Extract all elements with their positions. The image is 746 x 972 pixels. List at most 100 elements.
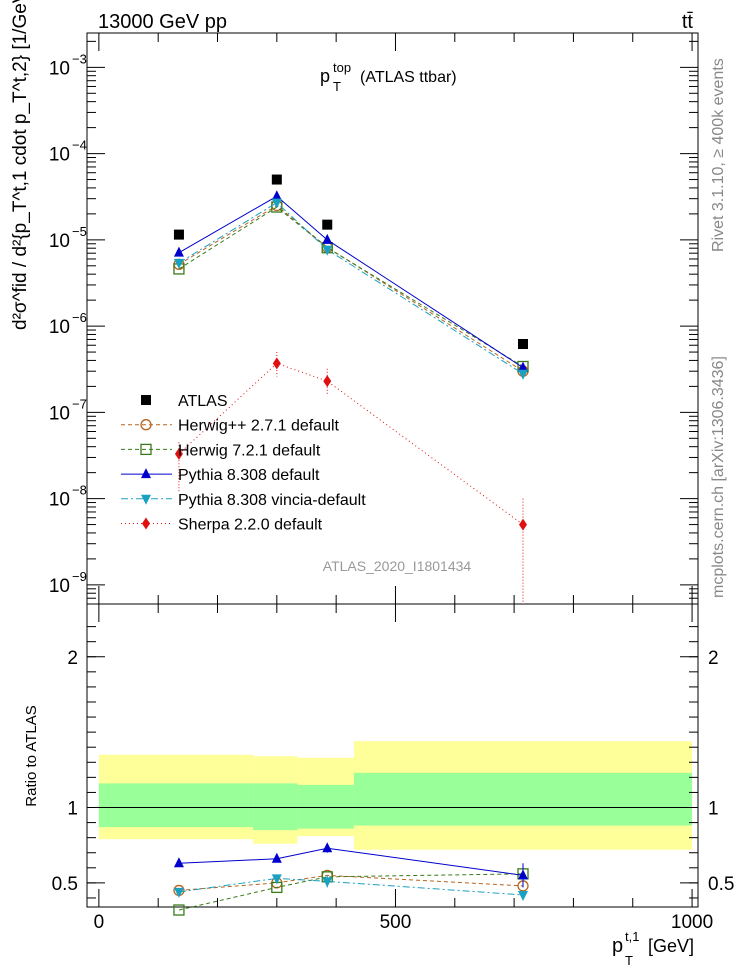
mcplots-reference-label: mcplots.cern.ch [arXiv:1306.3436] bbox=[710, 356, 727, 598]
ratio-pythia-8-308-vincia-default bbox=[173, 874, 529, 901]
ratio-point bbox=[173, 857, 184, 868]
x-axis-label: p t,1 T [GeV] bbox=[612, 929, 694, 968]
data-point bbox=[518, 361, 529, 372]
ratio-point bbox=[173, 887, 184, 898]
ratio-point bbox=[518, 890, 529, 901]
data-point bbox=[518, 369, 529, 380]
data-point bbox=[173, 246, 184, 257]
data-point bbox=[271, 190, 282, 201]
ratio-series-layer bbox=[173, 842, 529, 916]
x-tick-label: 1000 bbox=[671, 912, 713, 933]
y-tick-label: 10 bbox=[49, 231, 70, 252]
ratio-y-axis: 0.5 0.5 1 1 2 2 bbox=[52, 626, 734, 899]
ratio-panel-frame bbox=[86, 603, 699, 908]
data-point bbox=[519, 518, 528, 531]
legend-label: ATLAS bbox=[178, 393, 228, 410]
band-inner bbox=[353, 772, 693, 826]
series-pythia-8-308-default bbox=[173, 190, 529, 372]
data-point bbox=[271, 174, 282, 185]
data-point bbox=[323, 375, 332, 388]
series-line bbox=[178, 195, 524, 369]
series-line bbox=[178, 362, 524, 525]
series-herwig-2-7-1-default bbox=[173, 199, 529, 377]
legend-entry: Herwig 7.2.1 default bbox=[121, 442, 321, 459]
ratio-herwig-2-7-1-default bbox=[173, 869, 529, 897]
ratio-point bbox=[271, 874, 282, 885]
x-label-p: p bbox=[612, 935, 623, 957]
legend-entry: Pythia 8.308 vincia-default bbox=[121, 492, 366, 509]
x-tick-label: 0 bbox=[94, 912, 105, 933]
data-point bbox=[271, 198, 282, 209]
title-subscript: T bbox=[333, 79, 341, 94]
y-tick-exponent: −4 bbox=[72, 138, 87, 153]
legend-entry: Sherpa 2.2.0 default bbox=[121, 517, 323, 534]
ratio-y-tick-label-left: 0.5 bbox=[52, 874, 78, 895]
legend-marker bbox=[140, 443, 152, 456]
ratio-uncertainty-bands bbox=[98, 741, 693, 850]
ratio-point bbox=[173, 904, 185, 916]
y-tick-exponent: −9 bbox=[72, 569, 87, 584]
legend-entry: Pythia 8.308 default bbox=[121, 467, 320, 484]
plot-title: p top T (ATLAS ttbar) bbox=[320, 60, 457, 94]
data-point bbox=[173, 229, 184, 240]
ratio-line bbox=[178, 877, 524, 896]
band-inner bbox=[297, 784, 354, 829]
legend-label: Pythia 8.308 default bbox=[178, 467, 320, 484]
x-axis: 0 500 1000 bbox=[94, 33, 713, 933]
x-tick-label: 500 bbox=[380, 912, 412, 933]
data-point bbox=[174, 447, 183, 460]
x-label-subscript: T bbox=[625, 953, 633, 968]
ratio-y-tick-label-right: 0.5 bbox=[708, 874, 734, 895]
data-point bbox=[322, 219, 333, 230]
y-tick-exponent: −8 bbox=[72, 483, 87, 498]
header-process: 13000 GeV pp bbox=[98, 11, 227, 33]
series-pythia-8-308-vincia-default bbox=[173, 198, 529, 380]
y-tick-exponent: −5 bbox=[72, 224, 87, 239]
ratio-y-tick-label-left: 1 bbox=[67, 799, 78, 820]
ratio-point bbox=[322, 877, 333, 888]
ratio-y-axis-label: Ratio to ATLAS bbox=[23, 705, 40, 806]
legend-marker bbox=[142, 517, 150, 530]
y-tick-label: 10 bbox=[49, 317, 70, 338]
ratio-point bbox=[271, 852, 282, 863]
legend: ATLAS Herwig++ 2.7.1 default Herwig 7.2.1 … bbox=[121, 393, 366, 534]
analysis-watermark: ATLAS_2020_I1801434 bbox=[323, 558, 472, 574]
y-tick-exponent: −7 bbox=[72, 396, 87, 411]
ratio-point bbox=[322, 842, 333, 853]
data-point bbox=[322, 233, 333, 244]
y-tick-exponent: −6 bbox=[72, 310, 87, 325]
series-herwig-7-2-1-default bbox=[173, 201, 529, 373]
data-point bbox=[272, 357, 281, 370]
data-point bbox=[173, 258, 184, 269]
title-superscript: top bbox=[333, 60, 351, 75]
band-inner bbox=[253, 783, 298, 831]
ratio-line bbox=[178, 874, 524, 891]
legend-marker bbox=[140, 419, 152, 431]
data-point bbox=[518, 339, 529, 350]
title-rest: (ATLAS ttbar) bbox=[360, 69, 457, 86]
y-tick-label: 10 bbox=[49, 576, 70, 597]
title-p: p bbox=[320, 66, 330, 86]
y-tick-exponent: −3 bbox=[72, 51, 87, 66]
band-inner bbox=[98, 783, 254, 828]
legend-label: Pythia 8.308 vincia-default bbox=[178, 492, 366, 509]
ratio-y-tick-label-right: 1 bbox=[708, 799, 719, 820]
series-line bbox=[178, 202, 524, 375]
main-series-layer bbox=[173, 174, 529, 604]
data-point bbox=[322, 245, 333, 256]
series-sherpa-2-2-0-default bbox=[174, 352, 528, 604]
ratio-pythia-8-308-default bbox=[173, 842, 529, 888]
ratio-point bbox=[518, 869, 529, 880]
main-y-axis: 10−910−810−710−610−510−410−3 bbox=[49, 40, 698, 605]
series-line bbox=[178, 204, 524, 372]
x-label-unit: [GeV] bbox=[648, 936, 694, 956]
y-tick-label: 10 bbox=[49, 403, 70, 424]
ratio-line bbox=[178, 873, 524, 911]
legend-entry: Herwig++ 2.7.1 default bbox=[121, 418, 340, 435]
legend-label: Herwig++ 2.7.1 default bbox=[178, 418, 340, 435]
series-line bbox=[178, 206, 524, 367]
series-atlas bbox=[173, 174, 529, 350]
legend-marker bbox=[141, 468, 151, 479]
ratio-herwig-7-2-1-default bbox=[173, 868, 529, 916]
